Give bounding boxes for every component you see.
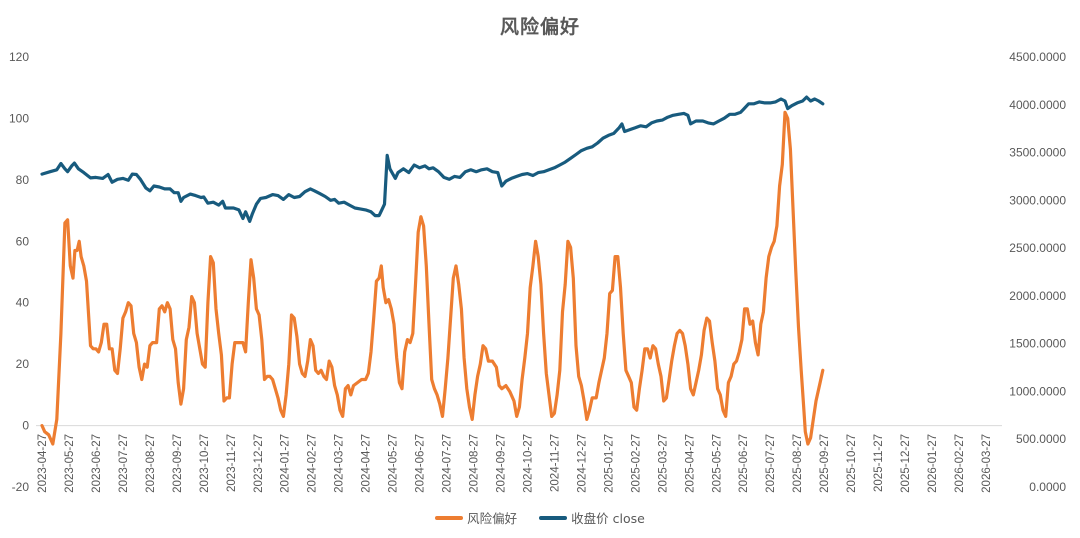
x-tick-label: 2025-02-27: [630, 434, 642, 493]
x-tick-label: 2025-01-27: [603, 434, 615, 493]
x-tick-label: 2025-12-27: [900, 434, 912, 493]
x-tick-label: 2023-08-27: [145, 434, 157, 493]
x-tick-label: 2023-07-27: [118, 434, 130, 493]
legend-swatch-orange-icon: [435, 515, 464, 520]
x-tick-label: 2025-03-27: [657, 434, 669, 493]
x-tick-label: 2024-06-27: [415, 434, 427, 493]
right-tick-label: 1500.0000: [1009, 337, 1066, 351]
x-tick-label: 2023-09-27: [172, 434, 184, 493]
x-tick-label: 2024-03-27: [334, 434, 346, 493]
right-tick-label: 4500.0000: [1009, 50, 1066, 64]
x-axis: 2023-04-27 2023-05-27 2023-06-27 2023-07-27…: [37, 434, 993, 493]
left-tick-label: -20: [12, 480, 30, 494]
x-tick-label: 2024-01-27: [280, 434, 292, 493]
chart-title: 风险偏好: [499, 16, 580, 38]
x-tick-label: 2023-10-27: [199, 434, 211, 493]
x-tick-label: 2025-08-27: [792, 434, 804, 493]
left-tick-label: 0: [22, 419, 29, 433]
x-tick-label: 2026-01-27: [927, 434, 939, 493]
right-tick-label: 1000.0000: [1009, 384, 1066, 398]
x-tick-label: 2024-11-27: [549, 434, 561, 492]
x-tick-label: 2023-11-27: [226, 434, 238, 492]
x-tick-label: 2025-05-27: [711, 434, 723, 493]
x-tick-label: 2023-05-27: [64, 434, 76, 493]
x-tick-label: 2025-07-27: [765, 434, 777, 493]
x-tick-label: 2025-06-27: [738, 434, 750, 493]
x-tick-label: 2024-10-27: [522, 434, 534, 493]
right-tick-label: 3500.0000: [1009, 146, 1066, 160]
x-tick-label: 2024-09-27: [495, 434, 507, 493]
legend-item-risk-appetite[interactable]: 风险偏好: [435, 508, 517, 527]
x-tick-label: 2025-10-27: [846, 434, 858, 493]
right-tick-label: 3000.0000: [1009, 193, 1066, 207]
left-tick-label: 40: [16, 296, 30, 310]
x-tick-label: 2026-03-27: [981, 434, 993, 493]
left-tick-label: 60: [16, 234, 30, 248]
x-tick-label: 2025-04-27: [684, 434, 696, 493]
x-tick-label: 2023-04-27: [37, 434, 49, 493]
right-tick-label: 4000.0000: [1009, 98, 1066, 112]
x-tick-label: 2023-06-27: [91, 434, 103, 493]
x-tick-label: 2025-11-27: [873, 434, 885, 492]
legend: 风险偏好 收盘价 close: [0, 508, 1080, 527]
x-tick-label: 2024-07-27: [442, 434, 454, 493]
left-axis: 120 100 80 60 40 20 0 -20: [9, 50, 29, 494]
x-tick-label: 2024-08-27: [469, 434, 481, 493]
x-tick-label: 2025-09-27: [819, 434, 831, 493]
risk-appetite-line: [40, 110, 825, 446]
x-tick-label: 2026-02-27: [954, 434, 966, 493]
right-tick-label: 0.0000: [1029, 480, 1066, 494]
right-tick-label: 500.0000: [1016, 432, 1066, 446]
left-tick-label: 120: [9, 50, 29, 64]
legend-item-close-price[interactable]: 收盘价 close: [539, 508, 645, 527]
left-tick-label: 100: [9, 111, 29, 125]
x-tick-label: 2023-12-27: [253, 434, 265, 493]
right-axis: 4500.0000 4000.0000 3500.0000 3000.0000 2500…: [1009, 50, 1066, 494]
left-tick-label: 80: [16, 173, 30, 187]
x-tick-label: 2024-02-27: [307, 434, 319, 493]
legend-swatch-blue-icon: [539, 515, 568, 520]
legend-label: 风险偏好: [467, 511, 518, 526]
legend-label: 收盘价 close: [571, 511, 645, 526]
close-price-line: [40, 95, 825, 223]
x-tick-label: 2024-04-27: [361, 434, 373, 493]
right-tick-label: 2000.0000: [1009, 289, 1066, 303]
x-tick-label: 2024-12-27: [576, 434, 588, 493]
x-tick-label: 2024-05-27: [388, 434, 400, 493]
right-tick-label: 2500.0000: [1009, 241, 1066, 255]
left-tick-label: 20: [16, 357, 30, 371]
